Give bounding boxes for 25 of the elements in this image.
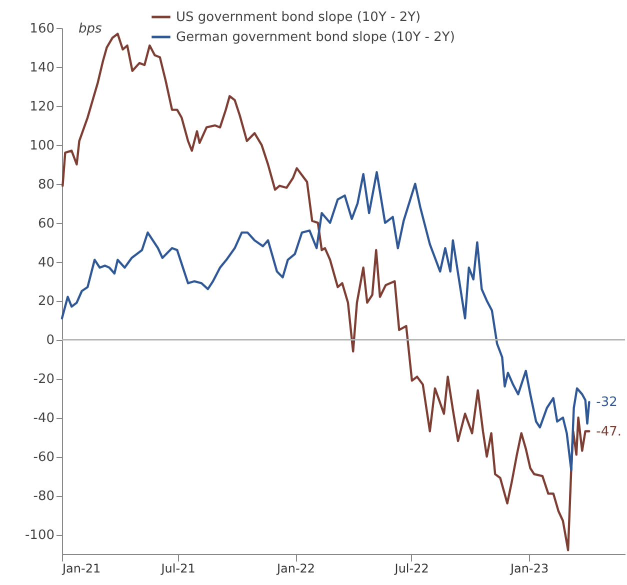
y-tick-label: 120 <box>30 99 54 114</box>
y-tick-label: -100 <box>24 528 54 544</box>
y-tick-label: 140 <box>30 60 54 76</box>
y-tick-label: 40 <box>38 255 54 270</box>
y-tick-label: -40 <box>33 411 54 426</box>
y-tick-label: 80 <box>38 177 54 192</box>
y-tick-label: 160 <box>30 22 54 36</box>
line-series <box>60 171 590 472</box>
legend-label: German government bond slope (10Y - 2Y) <box>176 30 455 45</box>
x-tick-label: Jul-21 <box>160 562 196 576</box>
y-tick-label: -20 <box>33 372 54 388</box>
x-tick-label: Jan-23 <box>509 562 549 576</box>
x-tick-label: Jan-22 <box>276 562 316 576</box>
y-tick-label: 0 <box>46 333 54 348</box>
y-axis-title: bps <box>78 22 102 36</box>
annotation: -47. <box>596 424 622 440</box>
y-tick-label: 20 <box>38 294 54 310</box>
x-tick-label: Jul-22 <box>394 562 429 576</box>
legend-label: US government bond slope (10Y - 2Y) <box>176 10 421 25</box>
y-tick-label: -60 <box>33 450 54 466</box>
annotation: -32 <box>596 395 618 410</box>
y-tick-label: 60 <box>38 216 54 232</box>
y-tick-label: 100 <box>30 138 54 154</box>
x-tick-label: Jan-21 <box>62 562 101 576</box>
y-tick-label: -80 <box>33 489 54 504</box>
